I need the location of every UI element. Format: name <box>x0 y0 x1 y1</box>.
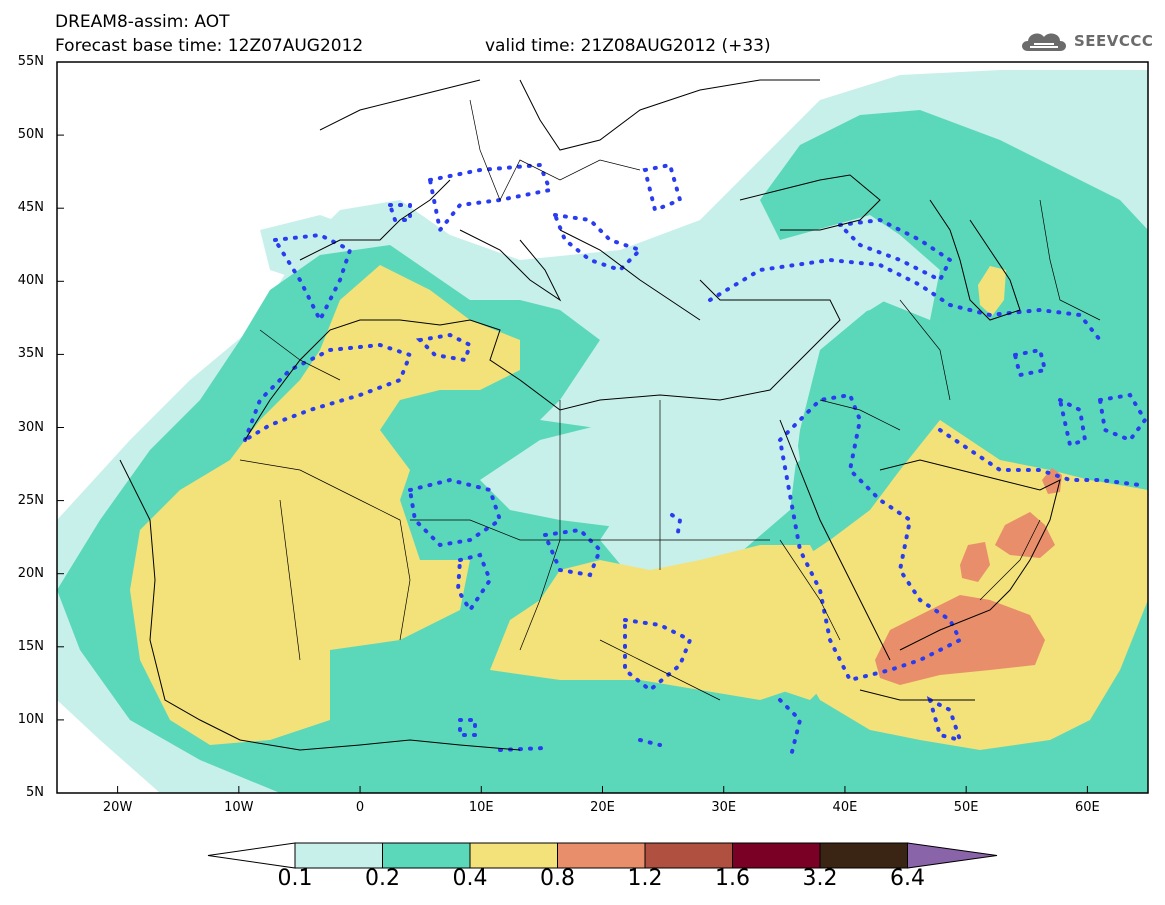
lat-label: 35N <box>17 346 44 362</box>
lat-label: 5N <box>26 785 44 800</box>
forecast-base-time: Forecast base time: 12Z07AUG2012 <box>55 36 364 56</box>
aot-region-0.4-central <box>490 545 840 700</box>
colorbar-box <box>819 842 908 869</box>
colorbar-box <box>294 842 383 869</box>
colorbar-min-arrow <box>207 842 296 869</box>
lon-label: 0 <box>355 800 365 815</box>
lat-label: 25N <box>17 492 44 508</box>
aot-region-0.1-turkey <box>680 245 910 330</box>
lat-label: 20N <box>17 565 44 581</box>
lat-label: 50N <box>17 127 44 143</box>
dust-contours <box>241 162 1148 762</box>
lat-label: 40N <box>17 273 44 289</box>
lon-label: 10E <box>468 800 494 815</box>
valid-time: valid time: 21Z08AUG2012 (+33) <box>485 36 771 56</box>
seevccc-logo: SEEVCCC <box>1018 26 1153 56</box>
colorbar-level-label: 0.2 <box>365 866 400 891</box>
colorbar-box <box>382 842 471 869</box>
aot-region-0.8-saudi <box>960 542 990 582</box>
colorbar-max-arrow <box>907 842 998 869</box>
lat-label: 30N <box>17 419 44 435</box>
lon-label: 10W <box>224 800 254 815</box>
country-borders <box>239 99 1101 701</box>
lon-label: 50E <box>953 800 979 815</box>
colorbar-level-label: 0.4 <box>452 866 488 891</box>
aot-region-0.4-caspian <box>978 266 1006 316</box>
cloud-icon <box>1022 33 1066 51</box>
colorbar-level-label: 3.2 <box>802 866 838 891</box>
axis-ticks <box>57 61 1088 794</box>
lat-label: 45N <box>17 200 44 216</box>
lat-label: 15N <box>17 638 44 654</box>
colorbar-level-label: 0.8 <box>540 866 575 891</box>
colorbar-boxes <box>207 842 998 869</box>
colorbar-level-label: 1.6 <box>715 866 750 891</box>
colorbar-box <box>557 842 646 869</box>
colorbar-level-label: 1.2 <box>627 866 663 891</box>
lon-label: 20W <box>102 800 133 815</box>
lon-label: 60E <box>1074 800 1100 815</box>
lon-label: 40E <box>832 800 858 815</box>
colorbar-level-label: 6.4 <box>890 866 925 891</box>
aot-region-0.4-west <box>130 265 520 745</box>
aot-region-0.8-oman <box>995 512 1055 558</box>
colorbar-box <box>644 842 733 869</box>
colorbar-box <box>469 842 558 869</box>
lon-label: 30E <box>711 800 737 815</box>
colorbar-box <box>732 842 821 869</box>
lat-label: 10N <box>17 711 44 727</box>
colorbar-level-label: 0.1 <box>277 866 313 891</box>
aot-region-0.4-sudan <box>770 610 840 700</box>
lon-label: 20E <box>590 800 615 815</box>
logo-text: SEEVCCC <box>1074 32 1154 50</box>
lat-label: 55N <box>17 54 44 69</box>
map-title: DREAM8-assim: AOT <box>55 12 230 32</box>
